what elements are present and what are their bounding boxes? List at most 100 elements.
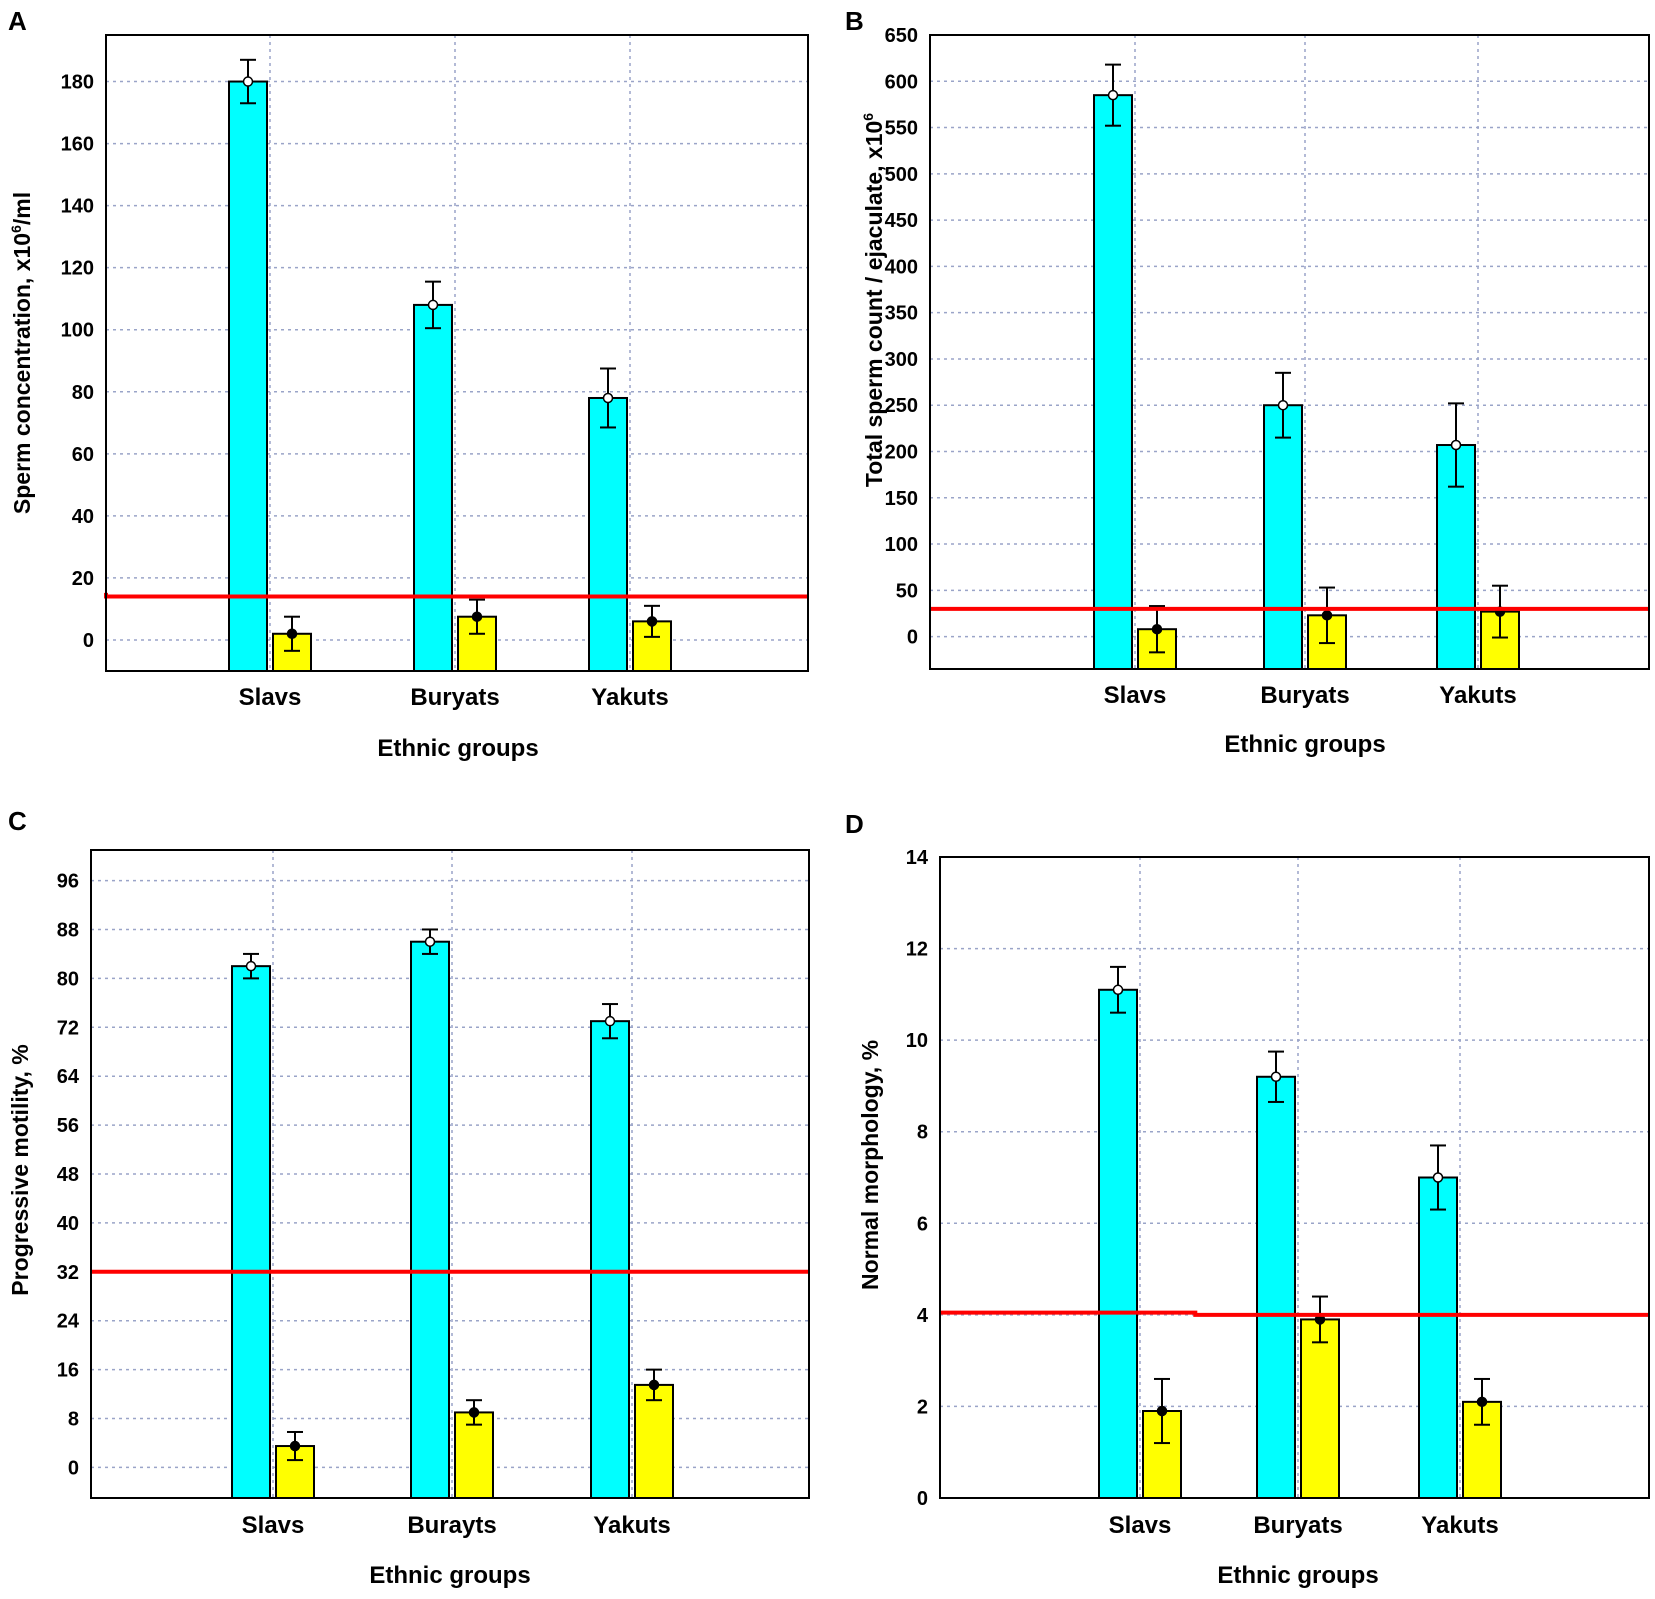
bar-buryats-series-1 <box>413 303 453 672</box>
y-tick-label: 150 <box>885 488 918 510</box>
mean-marker <box>242 76 254 87</box>
x-category-label: Buryats <box>1260 682 1349 709</box>
y-tick-label: 10 <box>906 1030 928 1052</box>
panel-letter: A <box>8 6 27 36</box>
mean-marker <box>424 936 436 947</box>
y-tick-label: 2 <box>917 1396 928 1418</box>
x-category-label: Yakuts <box>593 1512 670 1539</box>
y-axis-title: Total sperm count / ejaculate, x106 <box>860 113 887 487</box>
y-axis-title: Normal morphology, % <box>857 1040 883 1290</box>
x-category-label: Slavs <box>239 684 302 711</box>
y-tick-label: 0 <box>68 1457 79 1479</box>
x-category-label: Slavs <box>1109 1512 1172 1539</box>
y-tick-label: 200 <box>885 441 918 463</box>
y-tick-label: 120 <box>61 258 94 280</box>
y-tick-label: 650 <box>885 25 918 47</box>
mean-marker <box>1112 984 1124 996</box>
y-tick-label: 64 <box>57 1066 80 1088</box>
y-tick-label: 0 <box>83 630 94 652</box>
y-axis-title: Sperm concentration, x106/ml <box>8 192 35 514</box>
chart-panel-c: C 0 8 16 24 32 40 48 56 64 72 80 88 96 Slavs Burayts Yak… <box>7 806 810 1589</box>
bar-burayts-series-1 <box>410 940 450 1499</box>
mean-marker <box>604 1015 616 1027</box>
y-tick-label: 550 <box>885 118 918 140</box>
bar-buryats-series-1 <box>1263 404 1303 670</box>
mean-marker <box>1432 1172 1444 1183</box>
bar-yakuts-series-1 <box>1418 1176 1458 1499</box>
mean-marker <box>1156 1405 1168 1417</box>
mean-marker <box>648 1379 660 1391</box>
x-category-label: Yakuts <box>1439 682 1516 709</box>
x-axis-title: Ethnic groups <box>1217 1562 1378 1589</box>
mean-marker <box>1321 610 1333 621</box>
x-category-label: Yakuts <box>1421 1512 1498 1539</box>
y-tick-label: 600 <box>885 71 918 93</box>
bar-slavs-series-1 <box>1098 988 1138 1499</box>
y-tick-label: 80 <box>57 968 79 990</box>
y-tick-label: 100 <box>61 320 94 342</box>
mean-marker <box>468 1407 480 1418</box>
mean-marker <box>289 1440 301 1452</box>
mean-marker <box>602 392 614 404</box>
mean-marker <box>1270 1071 1282 1083</box>
y-tick-label: 4 <box>917 1305 929 1327</box>
y-tick-label: 0 <box>907 627 918 649</box>
x-axis-title: Ethnic groups <box>1224 731 1385 758</box>
mean-marker <box>1476 1396 1488 1408</box>
y-tick-label: 88 <box>57 919 79 941</box>
bar-slavs-series-1 <box>228 80 268 673</box>
y-tick-label: 8 <box>68 1409 79 1431</box>
plot-frame <box>105 34 809 672</box>
y-axis-title: Progressive motility, % <box>7 1044 33 1295</box>
bar-yakuts-series-1 <box>590 1020 630 1499</box>
y-tick-label: 400 <box>885 256 918 278</box>
chart-panel-d: D 0 2 4 6 8 10 12 14 Slavs Buryats Yakuts Ethnic gro… <box>845 809 1650 1589</box>
x-category-label: Buryats <box>410 684 499 711</box>
mean-marker <box>646 616 658 627</box>
bar-yakuts-series-1 <box>588 396 628 672</box>
y-tick-label: 40 <box>72 506 94 528</box>
y-tick-label: 56 <box>57 1115 79 1137</box>
panel-letter: B <box>845 6 864 36</box>
plot-frame <box>939 856 1650 1499</box>
plot-frame <box>929 34 1650 670</box>
bar-buryats-series-2 <box>1300 1318 1340 1499</box>
x-category-label: Burayts <box>407 1512 496 1539</box>
y-tick-label: 250 <box>885 395 918 417</box>
reference-line <box>104 592 808 599</box>
bar-buryats-series-1 <box>1256 1075 1296 1500</box>
y-tick-label: 180 <box>61 72 94 94</box>
y-tick-label: 50 <box>896 580 918 602</box>
y-tick-label: 8 <box>917 1122 928 1144</box>
y-tick-label: 48 <box>57 1164 79 1186</box>
y-tick-label: 500 <box>885 164 918 186</box>
reference-line <box>940 1310 1649 1317</box>
x-category-label: Slavs <box>1104 682 1167 709</box>
y-tick-label: 80 <box>72 382 94 404</box>
chart-panel-b: B 0 50 100 150 200 250 300 350 400 450 500 550 600 650… <box>845 6 1650 758</box>
y-tick-label: 12 <box>906 939 928 961</box>
x-category-label: Buryats <box>1253 1512 1342 1539</box>
mean-marker <box>1277 399 1289 411</box>
bar-slavs-series-1 <box>231 965 271 1499</box>
mean-marker <box>286 628 298 640</box>
y-tick-label: 6 <box>917 1213 928 1235</box>
y-tick-label: 40 <box>57 1213 79 1235</box>
y-tick-label: 24 <box>57 1311 80 1333</box>
chart-panel-a: A 0 20 40 60 80 100 120 140 160 180 Slavs Buryats Yak… <box>8 6 809 762</box>
y-tick-label: 140 <box>61 196 94 218</box>
mean-marker <box>1107 89 1119 101</box>
y-tick-label: 96 <box>57 871 79 893</box>
x-axis-title: Ethnic groups <box>377 735 538 762</box>
y-tick-label: 72 <box>57 1017 79 1039</box>
x-category-label: Slavs <box>242 1512 305 1539</box>
mean-marker <box>471 611 483 622</box>
bar-yakuts-series-2 <box>634 1383 674 1499</box>
y-tick-label: 450 <box>885 210 918 232</box>
y-tick-label: 350 <box>885 303 918 325</box>
x-axis-title: Ethnic groups <box>369 1562 530 1589</box>
y-tick-label: 14 <box>906 847 929 869</box>
y-tick-label: 300 <box>885 349 918 371</box>
mean-marker <box>427 299 439 311</box>
